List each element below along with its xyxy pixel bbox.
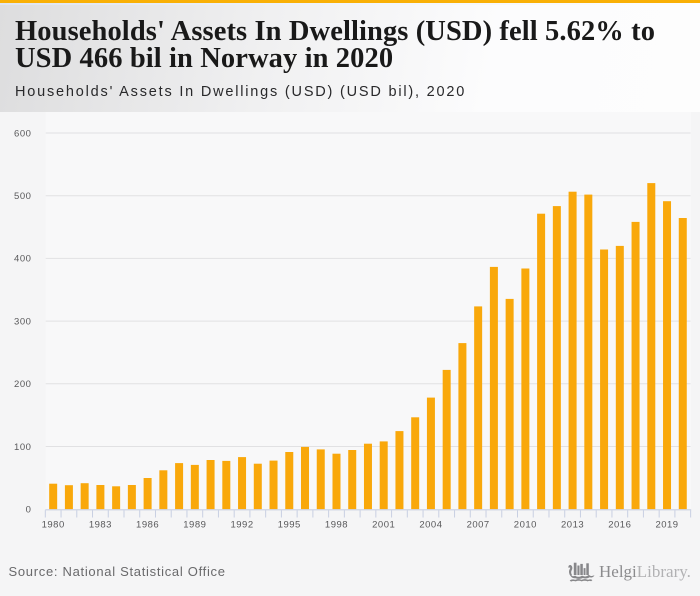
svg-text:2001: 2001 xyxy=(372,520,395,531)
svg-text:1989: 1989 xyxy=(183,520,206,531)
svg-text:1986: 1986 xyxy=(136,520,159,531)
svg-text:600: 600 xyxy=(14,128,31,139)
svg-text:2010: 2010 xyxy=(514,520,537,531)
svg-text:2007: 2007 xyxy=(467,520,490,531)
svg-text:1998: 1998 xyxy=(325,520,348,531)
svg-text:2004: 2004 xyxy=(419,520,442,531)
svg-text:1980: 1980 xyxy=(42,520,65,531)
svg-text:2019: 2019 xyxy=(655,520,678,531)
svg-text:400: 400 xyxy=(14,254,31,265)
svg-text:2013: 2013 xyxy=(561,520,584,531)
svg-text:200: 200 xyxy=(14,379,31,390)
svg-text:300: 300 xyxy=(14,316,31,327)
svg-text:500: 500 xyxy=(14,191,31,202)
svg-text:1983: 1983 xyxy=(89,520,112,531)
svg-text:0: 0 xyxy=(26,505,32,516)
svg-text:1995: 1995 xyxy=(278,520,301,531)
svg-text:100: 100 xyxy=(14,442,31,453)
svg-text:2016: 2016 xyxy=(608,520,631,531)
svg-text:1992: 1992 xyxy=(230,520,253,531)
